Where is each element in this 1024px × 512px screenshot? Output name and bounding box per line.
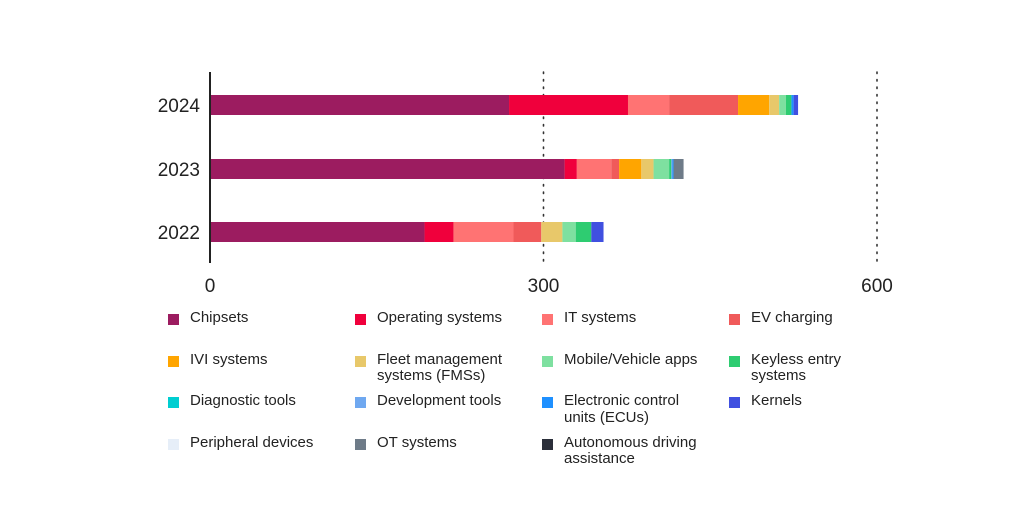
bar-segment-2022-2: [453, 222, 514, 242]
legend-label: Mobile/Vehicle apps: [564, 350, 698, 368]
stacked-bar-chart: 2024 2023 2022 0 300 600: [158, 71, 893, 297]
legend-label: OT systems: [377, 433, 457, 451]
bar-segment-2023-4: [619, 159, 642, 179]
bar-segment-2022-1: [424, 222, 454, 242]
legend-swatch: [168, 314, 179, 325]
bar-segment-2024-11: [793, 95, 799, 115]
y-tick-label-2023: 2023: [158, 160, 200, 181]
legend-item: Development tools: [355, 392, 542, 435]
legend-swatch: [729, 314, 740, 325]
legend-swatch: [542, 397, 553, 408]
legend-item: Autonomous driving assistance: [542, 433, 729, 477]
bar-segment-2024-5: [769, 95, 780, 115]
legend-swatch: [542, 355, 553, 367]
legend-swatch: [542, 438, 553, 450]
bar-segment-2024-1: [509, 95, 628, 115]
y-tick-labels: 2024 2023 2022: [158, 96, 201, 244]
bar-segment-2022-6: [562, 222, 576, 242]
bar-segment-2023-3: [611, 159, 620, 179]
legend-swatch: [729, 397, 740, 408]
bar-segment-2024-7: [785, 95, 792, 115]
bar-segment-2023-6: [653, 159, 670, 179]
bar-segment-2023-9: [671, 159, 673, 179]
y-tick-label-2024: 2024: [158, 96, 201, 117]
bar-segment-2023-0: [210, 159, 565, 179]
legend-item: EV charging: [729, 309, 916, 352]
legend-label: Operating systems: [377, 309, 503, 326]
legend-item: Keyless entry systems: [729, 350, 916, 394]
bar-segment-2022-0: [210, 222, 425, 242]
bar-segment-2023-2: [576, 159, 612, 179]
bar-segment-2022-11: [591, 222, 604, 242]
legend-swatch: [168, 438, 179, 450]
bar-segment-2024-3: [669, 95, 739, 115]
bar-segments: [210, 95, 799, 242]
y-tick-label-2022: 2022: [158, 223, 200, 244]
bar-segment-2024-6: [779, 95, 786, 115]
legend-item: Peripheral devices: [168, 433, 355, 477]
legend-swatch: [355, 355, 366, 367]
legend-swatch: [355, 438, 366, 450]
x-tick-label-300: 300: [528, 276, 560, 297]
legend-item: Diagnostic tools: [168, 392, 355, 435]
legend-swatch: [355, 314, 366, 325]
legend-label: Kernels: [751, 392, 802, 409]
legend-swatch: [168, 397, 179, 408]
legend-item: IT systems: [542, 309, 729, 352]
legend-label: Chipsets: [190, 309, 249, 326]
bar-segment-2022-5: [541, 222, 563, 242]
legend-swatch: [542, 314, 553, 325]
x-tick-labels: 0 300 600: [205, 276, 893, 297]
bar-segment-2023-13: [673, 159, 684, 179]
legend-item: Kernels: [729, 392, 916, 435]
x-tick-label-0: 0: [205, 276, 216, 297]
bar-segment-2022-7: [575, 222, 592, 242]
legend-label: EV charging: [751, 309, 833, 326]
legend-label: Keyless entry systems: [751, 350, 842, 384]
legend-item: Electronic control units (ECUs): [542, 392, 729, 435]
bar-segment-2024-2: [627, 95, 670, 115]
legend-item: Operating systems: [355, 309, 542, 352]
bar-segment-2022-3: [513, 222, 542, 242]
bar-segment-2024-0: [210, 95, 510, 115]
legend-label: IT systems: [564, 309, 637, 326]
x-tick-label-600: 600: [861, 276, 893, 297]
bar-segment-2024-4: [738, 95, 770, 115]
legend-label: Autonomous driving assistance: [564, 433, 697, 467]
legend-label: Development tools: [377, 392, 502, 409]
legend-label: Electronic control units (ECUs): [564, 392, 680, 426]
legend-swatch: [729, 355, 740, 367]
legend-label: Fleet management systems (FMSs): [377, 350, 503, 384]
legend-label: IVI systems: [190, 350, 268, 368]
legend-swatch: [355, 397, 366, 408]
legend-swatch: [168, 355, 179, 367]
legend-label: Peripheral devices: [190, 433, 314, 451]
legend-label: Diagnostic tools: [190, 392, 296, 409]
bar-segment-2024-10: [791, 95, 794, 115]
legend-item: OT systems: [355, 433, 542, 477]
legend: Chipsets Operating systems IT systems EV ch…: [168, 309, 928, 477]
legend-item: Fleet management systems (FMSs): [355, 350, 542, 394]
legend-item: Mobile/Vehicle apps: [542, 350, 729, 394]
bar-segment-2023-1: [564, 159, 577, 179]
bar-segment-2023-5: [641, 159, 654, 179]
legend-item: IVI systems: [168, 350, 355, 394]
bar-segment-2023-7: [669, 159, 672, 179]
legend-item: Chipsets: [168, 309, 355, 352]
bar-segment-2023-10: [672, 159, 674, 179]
